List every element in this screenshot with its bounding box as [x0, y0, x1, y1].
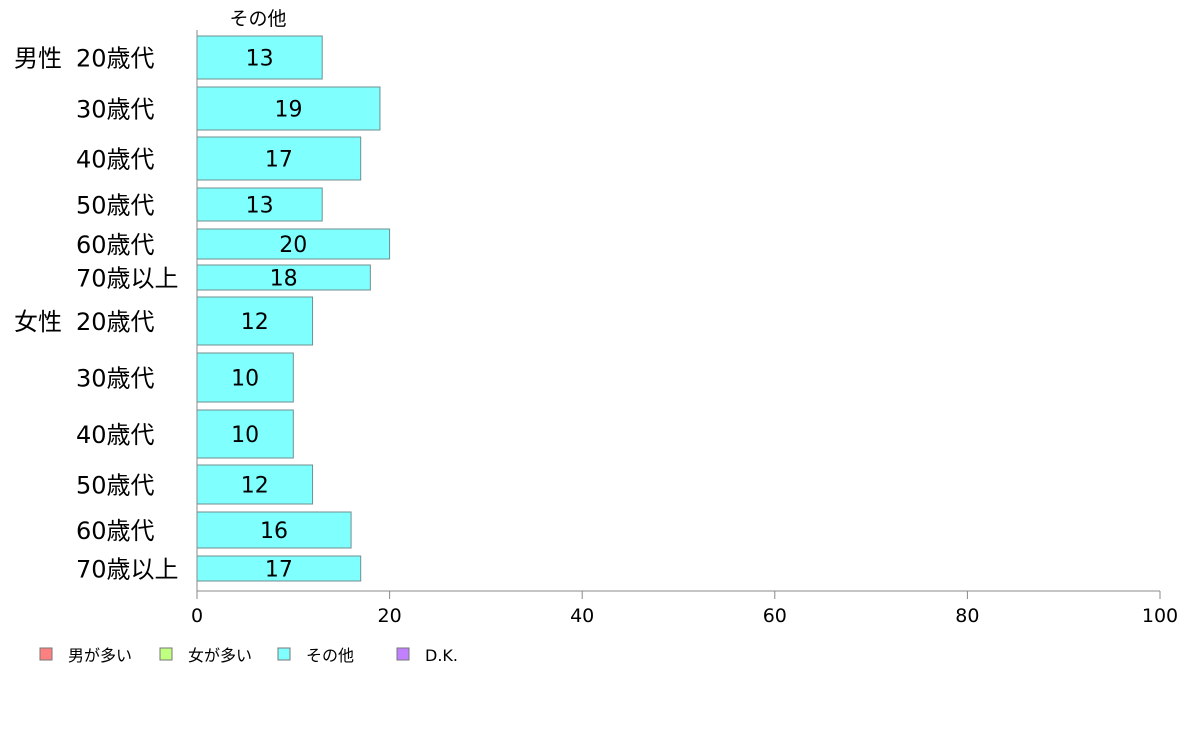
bar [196, 464, 314, 505]
bar [196, 555, 362, 582]
bar-value-label: 13 [246, 47, 274, 72]
category-label: 60歳代 [76, 231, 155, 259]
x-tick-label: 80 [955, 605, 979, 627]
series-header: その他 [229, 8, 286, 30]
category-label: 40歳代 [76, 421, 155, 449]
bar-value-label: 10 [231, 367, 259, 392]
legend-label: 男が多い [68, 646, 132, 665]
legend-swatch [39, 647, 53, 661]
category-label: 70歳以上 [76, 265, 179, 293]
bar-value-label: 17 [265, 558, 293, 583]
bar [196, 296, 314, 346]
bar [196, 228, 391, 260]
bar [196, 86, 381, 131]
category-labels: 20歳代 30歳代 40歳代 50歳代 60歳代 70歳以上 20歳代 30歳代 40歳代 50歳… [76, 45, 179, 584]
legend-label: D.K. [425, 646, 458, 665]
x-tick-label: 40 [570, 605, 594, 627]
bar-value-label: 13 [246, 194, 274, 219]
group-label: 女性 [14, 308, 62, 336]
category-label: 30歳代 [76, 365, 155, 393]
bar [196, 136, 362, 181]
bar-value-label: 17 [265, 148, 293, 173]
x-tick-label: 100 [1142, 605, 1178, 627]
bar-value-label: 12 [241, 474, 269, 499]
category-label: 30歳代 [76, 96, 155, 124]
category-label: 50歳代 [76, 192, 155, 220]
group-label: 男性 [14, 45, 62, 73]
legend-swatch [277, 647, 291, 661]
category-label: 20歳代 [76, 45, 155, 73]
x-tick-label: 60 [763, 605, 787, 627]
bar [196, 511, 352, 549]
legend-swatch [396, 647, 410, 661]
bar [196, 35, 323, 80]
bar-value-label: 20 [279, 233, 307, 258]
bar-value-label: 18 [270, 267, 298, 292]
bar-value-label: 12 [241, 310, 269, 335]
category-label: 40歳代 [76, 146, 155, 174]
category-label: 20歳代 [76, 308, 155, 336]
x-axis: 0 20 40 60 80 100 [191, 30, 1178, 627]
bar-value-label: 10 [231, 423, 259, 448]
legend: 男が多い 女が多い その他 D.K. [39, 646, 458, 665]
x-tick-label: 0 [191, 605, 203, 627]
category-label: 50歳代 [76, 472, 155, 500]
legend-swatch [159, 647, 173, 661]
legend-label: その他 [306, 646, 354, 665]
category-label: 60歳代 [76, 517, 155, 545]
x-tick-label: 20 [378, 605, 402, 627]
bar [196, 187, 323, 222]
legend-label: 女が多い [188, 646, 252, 665]
category-label: 70歳以上 [76, 556, 179, 584]
bar-value-label: 16 [260, 519, 288, 544]
bar-value-label: 19 [274, 98, 302, 123]
